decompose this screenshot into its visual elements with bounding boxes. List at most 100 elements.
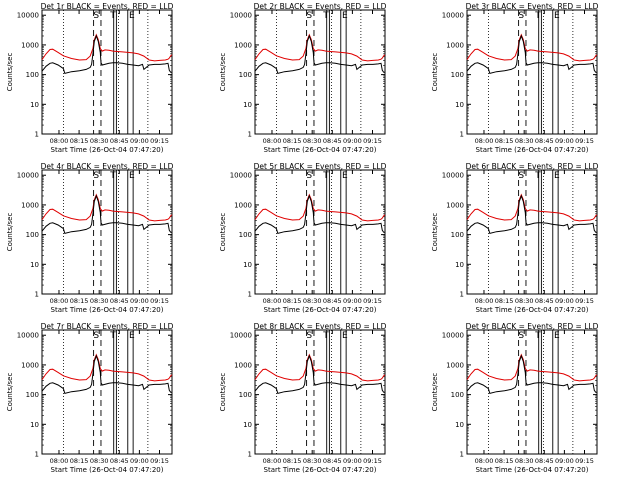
- x-tick-label: 08:15: [283, 137, 302, 145]
- marker-label-e: E: [342, 171, 348, 181]
- x-tick-label: 08:30: [90, 457, 109, 465]
- plot-frame: [41, 9, 173, 135]
- x-tick-label: 09:15: [363, 137, 382, 145]
- y-tick-label: 100: [26, 391, 39, 399]
- series-line-events: [41, 34, 172, 75]
- y-axis-label: Counts/sec: [219, 53, 227, 92]
- y-axis-label: Counts/sec: [6, 53, 14, 92]
- x-tick-label: 08:30: [515, 137, 534, 145]
- x-tick-label: 08:15: [495, 137, 514, 145]
- plot-frame: [254, 169, 386, 295]
- x-tick-label: 08:00: [263, 137, 282, 145]
- x-tick-label: 08:30: [90, 297, 109, 305]
- x-tick-label: 08:45: [323, 457, 342, 465]
- y-tick-label: 10: [30, 261, 39, 269]
- series-line-events: [254, 194, 385, 235]
- panel-title: Det 7r BLACK = Events, RED = LLD: [41, 322, 174, 331]
- y-axis-label: Counts/sec: [431, 53, 439, 92]
- plot-frame: [41, 169, 173, 295]
- detector-panel-3: Det 3r BLACK = Events, RED = LLD 1 10 100 10…: [431, 2, 599, 154]
- x-tick-label: 08:00: [50, 457, 69, 465]
- y-axis-label: Counts/sec: [219, 373, 227, 412]
- marker-label-e: E: [342, 11, 348, 21]
- x-tick-label: 08:15: [495, 297, 514, 305]
- y-axis-label: Counts/sec: [6, 213, 14, 252]
- x-tick-label: 08:45: [110, 297, 129, 305]
- series-line-events: [466, 34, 597, 75]
- marker-label-e: E: [554, 171, 560, 181]
- y-tick-label: 10: [243, 261, 252, 269]
- panel-title: Det 9r BLACK = Events, RED = LLD: [466, 322, 599, 331]
- x-axis-label: Start Time (26-Oct-04 07:47:20): [264, 306, 377, 314]
- y-tick-label: 1: [460, 291, 464, 299]
- y-tick-label: 100: [239, 391, 252, 399]
- y-tick-label: 1000: [446, 41, 464, 49]
- series-line-lld: [254, 33, 386, 62]
- series-line-events: [41, 354, 172, 395]
- panel-title: Det 2r BLACK = Events, RED = LLD: [254, 2, 387, 11]
- plot-frame: [41, 329, 173, 455]
- y-tick-label: 10: [455, 421, 464, 429]
- x-tick-label: 08:30: [515, 457, 534, 465]
- marker-label-e: E: [554, 331, 560, 341]
- plot-frame: [466, 9, 598, 135]
- x-tick-label: 08:00: [475, 137, 494, 145]
- x-axis-label: Start Time (26-Oct-04 07:47:20): [476, 306, 589, 314]
- series-line-lld: [41, 33, 173, 62]
- y-tick-label: 1: [460, 451, 464, 459]
- y-tick-label: 1000: [21, 361, 39, 369]
- x-tick-label: 09:15: [363, 297, 382, 305]
- y-tick-label: 10000: [17, 172, 39, 180]
- x-tick-label: 08:30: [303, 297, 322, 305]
- marker-label-s: S: [306, 11, 312, 21]
- x-tick-label: 08:15: [495, 457, 514, 465]
- y-tick-label: 1: [248, 291, 252, 299]
- x-tick-label: 08:00: [475, 457, 494, 465]
- marker-label-s: S: [93, 171, 99, 181]
- x-tick-label: 09:15: [150, 297, 169, 305]
- y-tick-label: 1: [248, 131, 252, 139]
- x-tick-label: 09:15: [150, 137, 169, 145]
- panel-title: Det 1r BLACK = Events, RED = LLD: [41, 2, 174, 11]
- x-axis-label: Start Time (26-Oct-04 07:47:20): [476, 146, 589, 154]
- x-tick-label: 08:00: [50, 137, 69, 145]
- marker-label-s: S: [518, 331, 524, 341]
- series-line-lld: [41, 353, 173, 382]
- plot-frame: [254, 329, 386, 455]
- y-axis-label: Counts/sec: [431, 213, 439, 252]
- x-tick-label: 09:15: [575, 137, 594, 145]
- y-tick-label: 1: [35, 131, 39, 139]
- series-line-lld: [254, 193, 386, 222]
- y-tick-label: 10000: [230, 172, 252, 180]
- x-axis-label: Start Time (26-Oct-04 07:47:20): [476, 466, 589, 474]
- panel-title: Det 6r BLACK = Events, RED = LLD: [466, 162, 599, 171]
- y-tick-label: 10000: [442, 332, 464, 340]
- x-axis-label: Start Time (26-Oct-04 07:47:20): [51, 146, 164, 154]
- series-line-events: [254, 354, 385, 395]
- y-tick-label: 100: [26, 231, 39, 239]
- x-tick-label: 09:00: [555, 457, 574, 465]
- x-tick-label: 09:15: [363, 457, 382, 465]
- x-tick-label: 08:15: [283, 297, 302, 305]
- x-axis-label: Start Time (26-Oct-04 07:47:20): [51, 306, 164, 314]
- x-tick-label: 08:45: [323, 137, 342, 145]
- x-tick-label: 09:15: [575, 297, 594, 305]
- x-tick-label: 09:00: [343, 137, 362, 145]
- x-tick-label: 09:00: [343, 297, 362, 305]
- y-tick-label: 1000: [21, 41, 39, 49]
- series-line-events: [254, 34, 385, 75]
- x-tick-label: 08:15: [283, 457, 302, 465]
- detector-panel-9: Det 9r BLACK = Events, RED = LLD 1 10 100 10…: [431, 322, 599, 474]
- y-tick-label: 1000: [446, 201, 464, 209]
- y-tick-label: 10000: [230, 332, 252, 340]
- series-line-events: [41, 194, 172, 235]
- y-tick-label: 1000: [446, 361, 464, 369]
- x-tick-label: 09:00: [555, 297, 574, 305]
- detector-panel-4: Det 4r BLACK = Events, RED = LLD 1 10 100 10…: [6, 162, 174, 314]
- marker-label-e: E: [554, 11, 560, 21]
- x-tick-label: 09:00: [130, 457, 149, 465]
- x-tick-label: 08:45: [535, 137, 554, 145]
- y-tick-label: 100: [451, 391, 464, 399]
- marker-label-t: T: [534, 11, 541, 21]
- detector-panel-8: Det 8r BLACK = Events, RED = LLD 1 10 100 10…: [219, 322, 387, 474]
